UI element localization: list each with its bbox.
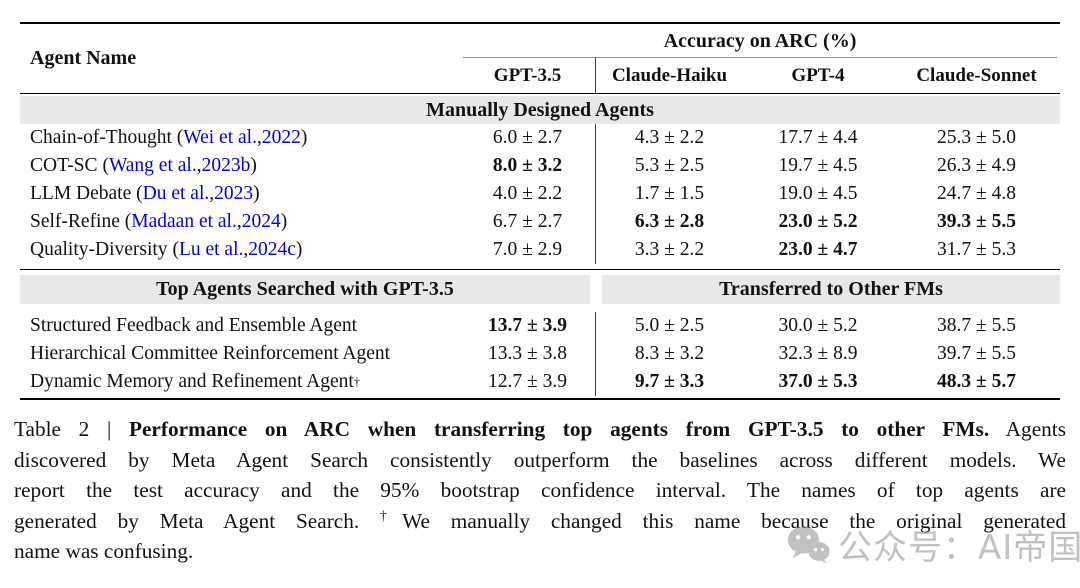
table-row: Dynamic Memory and Refinement Agent † 12.7… bbox=[20, 368, 1060, 396]
table-caption: Table 2 | Performance on ARC when transf… bbox=[14, 414, 1066, 567]
value-cell: 17.7 ± 4.4 bbox=[778, 127, 858, 148]
value-cell: 4.3 ± 2.2 bbox=[634, 127, 705, 148]
agent-name-cell: Hierarchical Committee Reinforcement Age… bbox=[30, 343, 391, 364]
citation-link[interactable]: 2024 bbox=[241, 211, 281, 232]
caption-line: name was confusing. bbox=[14, 536, 1066, 567]
citation-link[interactable]: Lu et al. bbox=[178, 239, 244, 260]
value-cell: 8.3 ± 3.2 bbox=[634, 343, 705, 364]
table-body: Manually Designed Agents Chain-of-Thought… bbox=[20, 96, 1060, 396]
value-cell: 19.7 ± 4.5 bbox=[778, 155, 858, 176]
caption-text: We manually changed this name because th… bbox=[402, 508, 1066, 533]
value-cell: 13.3 ± 3.8 bbox=[460, 340, 596, 368]
caption-text: report the test accuracy and the 95% boo… bbox=[14, 478, 1066, 502]
agent-name-cell: Chain-of-Thought (Wei et al., 2022) bbox=[30, 127, 308, 148]
citation-link[interactable]: 2024c bbox=[248, 239, 296, 260]
caption-line: discovered by Meta Agent Search consiste… bbox=[14, 445, 1066, 476]
value-cell: 48.3 ± 5.7 bbox=[937, 371, 1016, 392]
results-table: Agent Name Accuracy on ARC (%) GPT-3.5 C… bbox=[20, 22, 1060, 400]
caption-line: report the test accuracy and the 95% boo… bbox=[14, 475, 1066, 506]
model-header-claude-sonnet: Claude-Sonnet bbox=[916, 64, 1037, 86]
dagger-superscript: † bbox=[380, 507, 403, 523]
value-cell: 12.7 ± 3.9 bbox=[460, 368, 596, 396]
caption-line: Table 2 | Performance on ARC when transf… bbox=[14, 414, 1066, 445]
table-row: Quality-Diversity (Lu et al., 2024c) 7.0 … bbox=[20, 236, 1060, 264]
citation-link[interactable]: 2023b bbox=[201, 155, 251, 176]
table-row: Structured Feedback and Ensemble Agent 13… bbox=[20, 312, 1060, 340]
citation-link[interactable]: Du et al. bbox=[142, 183, 210, 204]
value-cell: 39.7 ± 5.5 bbox=[937, 343, 1016, 364]
citation-link[interactable]: 2023 bbox=[214, 183, 254, 204]
agent-name-cell: Self-Refine (Madaan et al., 2024) bbox=[30, 211, 288, 232]
value-cell: 23.0 ± 4.7 bbox=[778, 239, 858, 260]
agent-name-cell: LLM Debate (Du et al., 2023) bbox=[30, 183, 260, 204]
value-cell: 25.3 ± 5.0 bbox=[937, 127, 1016, 148]
caption-text: Table 2 | bbox=[14, 417, 129, 441]
value-cell: 37.0 ± 5.3 bbox=[778, 371, 858, 392]
citation-link[interactable]: Wei et al. bbox=[183, 127, 257, 148]
value-cell: 6.7 ± 2.7 bbox=[460, 208, 596, 236]
citation-link[interactable]: 2022 bbox=[261, 127, 301, 148]
table-row: Self-Refine (Madaan et al., 2024) 6.7 ± 2… bbox=[20, 208, 1060, 236]
caption-text: Performance on ARC when transferring top… bbox=[128, 417, 990, 441]
agent-name-cell: Structured Feedback and Ensemble Agent bbox=[30, 315, 358, 336]
value-cell: 1.7 ± 1.5 bbox=[634, 183, 705, 204]
value-cell: 32.3 ± 8.9 bbox=[778, 343, 858, 364]
citation-link[interactable]: Madaan et al. bbox=[131, 211, 237, 232]
caption-line: generated by Meta Agent Search. †We manu… bbox=[14, 506, 1066, 537]
value-cell: 3.3 ± 2.2 bbox=[634, 239, 705, 260]
value-cell: 26.3 ± 4.9 bbox=[937, 155, 1016, 176]
model-header-claude-haiku: Claude-Haiku bbox=[611, 64, 728, 86]
citation-link[interactable]: Wang et al. bbox=[108, 155, 197, 176]
table-row: Chain-of-Thought (Wei et al., 2022) 6.0 ±… bbox=[20, 124, 1060, 152]
model-header-gpt35: GPT-3.5 bbox=[460, 58, 596, 93]
table-row: Hierarchical Committee Reinforcement Age… bbox=[20, 340, 1060, 368]
value-cell: 39.3 ± 5.5 bbox=[937, 211, 1016, 232]
value-cell: 8.0 ± 3.2 bbox=[460, 152, 596, 180]
value-cell: 5.3 ± 2.5 bbox=[634, 155, 705, 176]
value-cell: 5.0 ± 2.5 bbox=[634, 315, 705, 336]
caption-text: generated by Meta Agent Search. bbox=[14, 508, 381, 533]
value-cell: 4.0 ± 2.2 bbox=[460, 180, 596, 208]
agent-name-cell: Dynamic Memory and Refinement Agent † bbox=[30, 371, 360, 392]
value-cell: 13.7 ± 3.9 bbox=[460, 312, 596, 340]
value-cell: 24.7 ± 4.8 bbox=[937, 183, 1016, 204]
agent-name-header: Agent Name bbox=[30, 47, 137, 69]
value-cell: 23.0 ± 5.2 bbox=[778, 211, 858, 232]
section-band-row: Top Agents Searched with GPT-3.5 Transfer… bbox=[20, 269, 1060, 312]
value-cell: 6.3 ± 2.8 bbox=[634, 211, 705, 232]
value-cell: 6.0 ± 2.7 bbox=[460, 124, 596, 152]
model-header-gpt4: GPT-4 bbox=[791, 64, 845, 86]
value-cell: 31.7 ± 5.3 bbox=[937, 239, 1016, 260]
section-band: Manually Designed Agents bbox=[20, 96, 1060, 124]
agent-name-cell: Quality-Diversity (Lu et al., 2024c) bbox=[30, 239, 303, 260]
caption-text: Agents bbox=[989, 417, 1067, 441]
caption-text: name was confusing. bbox=[14, 539, 194, 563]
agent-name-cell: COT-SC (Wang et al., 2023b) bbox=[30, 155, 257, 176]
value-cell: 9.7 ± 3.3 bbox=[634, 371, 705, 392]
caption-text: discovered by Meta Agent Search consiste… bbox=[14, 447, 1066, 472]
value-cell: 7.0 ± 2.9 bbox=[460, 236, 596, 264]
accuracy-group-header: Accuracy on ARC (%) bbox=[460, 24, 1060, 58]
table-row: COT-SC (Wang et al., 2023b) 8.0 ± 3.2 5.3 … bbox=[20, 152, 1060, 180]
value-cell: 30.0 ± 5.2 bbox=[778, 315, 858, 336]
section-band: Transferred to Other FMs bbox=[602, 275, 1060, 304]
value-cell: 38.7 ± 5.5 bbox=[937, 315, 1016, 336]
section-band: Top Agents Searched with GPT-3.5 bbox=[20, 275, 590, 304]
table-header: Agent Name Accuracy on ARC (%) GPT-3.5 C… bbox=[20, 22, 1060, 94]
table-row: LLM Debate (Du et al., 2023) 4.0 ± 2.2 1.7… bbox=[20, 180, 1060, 208]
value-cell: 19.0 ± 4.5 bbox=[778, 183, 858, 204]
